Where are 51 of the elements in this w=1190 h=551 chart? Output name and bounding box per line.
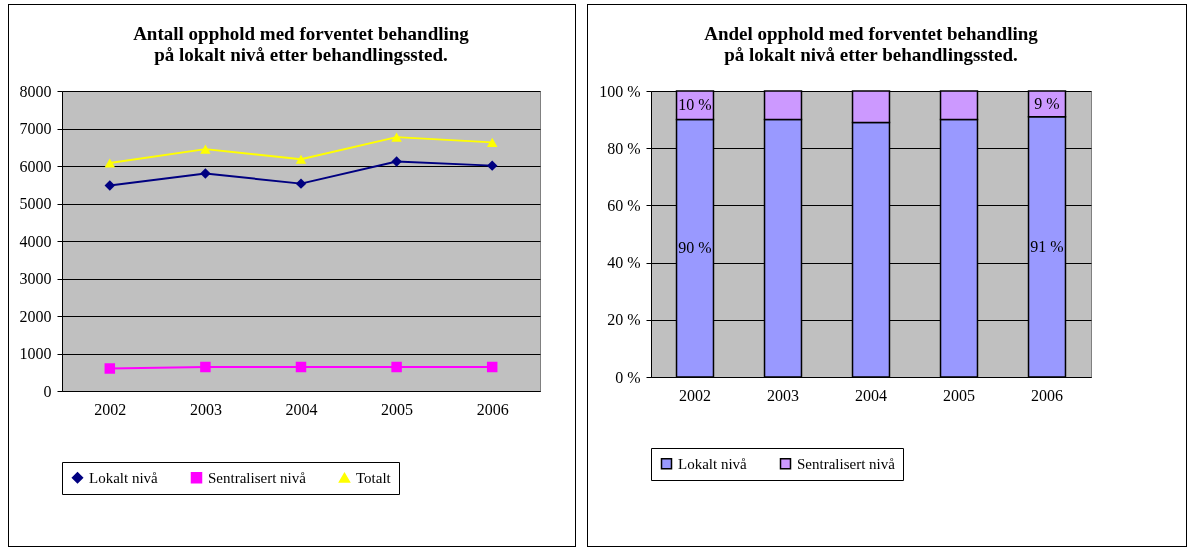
point [200,144,211,154]
point [486,160,498,171]
y-tick-label: 6000 [19,157,52,175]
y-tick-label: 8000 [19,82,52,100]
point [295,178,307,189]
y-tick-label: 7000 [19,120,52,137]
point [295,154,307,164]
point [486,361,498,373]
point [391,156,402,167]
x-tick-label: 2004 [285,400,318,418]
y-tick-label: 3000 [19,270,52,287]
chart-title: Antall opphold med forventet behandling på lokalt nivå etter behandlingssted. [133,23,470,65]
x-tick-label: 2006 [476,400,509,418]
y-tick-label: 0 [43,382,52,400]
point [200,361,211,373]
legend-label: Sentralisert nivå [208,469,307,486]
point [104,363,116,374]
x-tick-label: 2002 [679,386,711,404]
point [391,132,402,142]
y-tick-label: 60 % [607,196,641,214]
y-tick-label: 80 % [607,139,641,157]
y-tick-label: 4000 [19,232,52,250]
y-tick-label: 5000 [19,195,52,212]
x-tick-label: 2003 [767,386,799,404]
point [295,361,307,373]
legend-label: Sentralisert nivå [797,455,896,472]
y-tick-label: 40 % [607,254,641,272]
legend-label: Lokalt nivå [678,455,748,472]
point [391,361,402,373]
y-tick-label: 0 % [615,368,641,386]
data-label: 91 % [1030,237,1064,255]
chart-title: Andel opphold med forventet behandling på lokalt nivå etter behandlingssted. [704,23,1039,65]
x-tick-label: 2005 [381,400,414,418]
point [486,137,498,147]
point [104,158,116,168]
y-tick-label: 1000 [19,345,52,362]
x-tick-label: 2002 [94,400,127,418]
data-label: 10 % [678,96,712,114]
data-label: 9 % [1034,94,1060,112]
point [104,180,116,191]
x-tick-label: 2004 [855,386,887,404]
legend-label: Totalt [356,469,392,486]
y-tick-label: 2000 [19,307,52,325]
y-tick-label: 20 % [607,311,641,329]
x-tick-label: 2005 [943,386,975,404]
y-tick-label: 100 % [599,82,641,100]
x-tick-label: 2003 [189,400,222,418]
legend-label: Lokalt nivå [89,469,159,486]
data-label: 90 % [678,239,712,257]
x-tick-label: 2006 [1031,386,1063,404]
point [200,168,211,179]
